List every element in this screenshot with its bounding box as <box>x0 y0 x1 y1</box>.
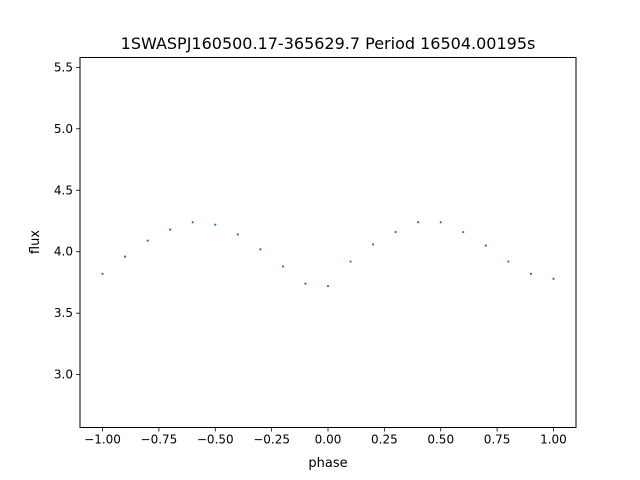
x-tick-label: −1.00 <box>84 433 121 447</box>
x-tick-label: −0.50 <box>197 433 234 447</box>
data-point <box>349 260 352 263</box>
x-tick-label: 0.75 <box>484 433 511 447</box>
x-tick-label: 0.25 <box>371 433 398 447</box>
data-point <box>484 244 487 247</box>
x-tick-label: 0.00 <box>315 433 342 447</box>
data-point <box>326 285 330 288</box>
x-axis-ticks: −1.00 −0.75 −0.50 −0.25 0.00 0.25 0.50 0.75 1.00 <box>84 427 567 447</box>
data-point <box>371 243 375 246</box>
data-point <box>146 239 149 242</box>
x-tick-label: 1.00 <box>540 433 567 447</box>
y-axis-ticks: 3.0 3.5 4.0 4.5 5.0 5.5 <box>54 60 80 382</box>
data-point <box>439 221 442 224</box>
chart-title: 1SWASPJ160500.17-365629.7 Period 16504.0… <box>121 34 536 53</box>
data-point <box>394 230 397 234</box>
plot-area-frame <box>79 57 577 428</box>
x-tick-label: −0.25 <box>253 433 290 447</box>
data-point <box>462 230 465 234</box>
data-point <box>281 265 285 268</box>
data-point <box>552 277 555 280</box>
y-axis-label: flux <box>28 230 43 254</box>
data-point <box>236 233 239 236</box>
x-axis-label: phase <box>308 456 347 471</box>
data-point <box>169 228 172 231</box>
data-point <box>123 255 127 258</box>
data-points <box>101 221 555 288</box>
data-point <box>417 221 420 224</box>
data-point <box>304 282 307 285</box>
y-tick-label: 4.0 <box>54 245 73 259</box>
data-point <box>214 223 217 226</box>
y-tick-label: 5.0 <box>54 122 73 136</box>
y-tick-label: 4.5 <box>54 183 73 197</box>
data-point <box>507 260 510 263</box>
y-tick-label: 5.5 <box>54 60 73 74</box>
x-tick-label: 0.50 <box>427 433 454 447</box>
data-point <box>191 221 194 224</box>
data-point <box>529 272 533 275</box>
y-tick-label: 3.0 <box>54 368 73 382</box>
data-point <box>259 248 262 251</box>
data-point <box>101 272 104 275</box>
x-tick-label: −0.75 <box>141 433 178 447</box>
y-tick-label: 3.5 <box>54 306 73 320</box>
